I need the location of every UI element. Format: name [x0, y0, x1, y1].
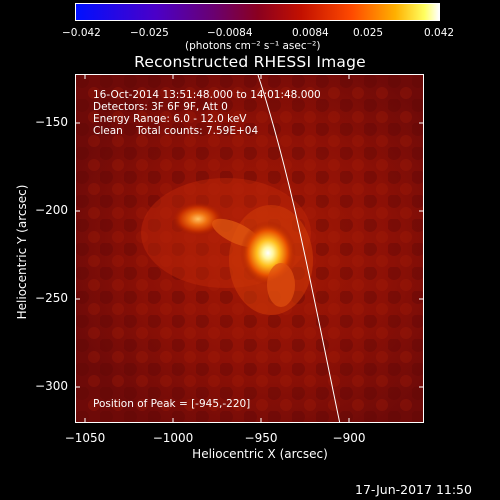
- colorbar-tick: 0.0084: [292, 27, 329, 39]
- timestamp: 17-Jun-2017 11:50: [355, 482, 472, 497]
- y-axis-label: Heliocentric Y (arcsec): [15, 184, 29, 320]
- flare-image: [76, 75, 423, 422]
- y-tick-label: −200: [35, 203, 68, 217]
- x-tick-label: −1000: [152, 431, 194, 445]
- colorbar-tick: −0.025: [130, 27, 169, 39]
- colorbar: [75, 3, 440, 21]
- total-counts: Clean Total counts: 7.59E+04: [93, 125, 259, 137]
- colorbar-tick: −0.0084: [207, 27, 253, 39]
- colorbar-tick: 0.042: [424, 27, 455, 39]
- secondary-source: [172, 202, 224, 236]
- x-tick-label: −900: [332, 431, 366, 445]
- colorbar-tick: −0.042: [62, 27, 101, 39]
- solar-limb: [257, 75, 341, 422]
- energy-range: Energy Range: 6.0 - 12.0 keV: [93, 113, 247, 125]
- peak-position: Position of Peak = [-945,-220]: [93, 398, 251, 410]
- y-tick-label: −250: [35, 291, 68, 305]
- x-tick-label: −950: [244, 431, 278, 445]
- detectors: Detectors: 3F 6F 9F, Att 0: [93, 101, 228, 113]
- time-range: 16-Oct-2014 13:51:48.000 to 14:01:48.000: [93, 89, 321, 101]
- colorbar-tick: 0.025: [353, 27, 384, 39]
- image-title: Reconstructed RHESSI Image: [134, 53, 366, 71]
- colorbar-unit: (photons cm⁻² s⁻¹ asec⁻²): [185, 40, 321, 52]
- x-axis-label: Heliocentric X (arcsec): [192, 447, 328, 461]
- x-tick-label: −1050: [64, 431, 106, 445]
- y-tick-label: −150: [35, 115, 68, 129]
- rhessi-map: 16-Oct-2014 13:51:48.000 to 14:01:48.000…: [75, 74, 424, 423]
- y-tick-label: −300: [35, 379, 68, 393]
